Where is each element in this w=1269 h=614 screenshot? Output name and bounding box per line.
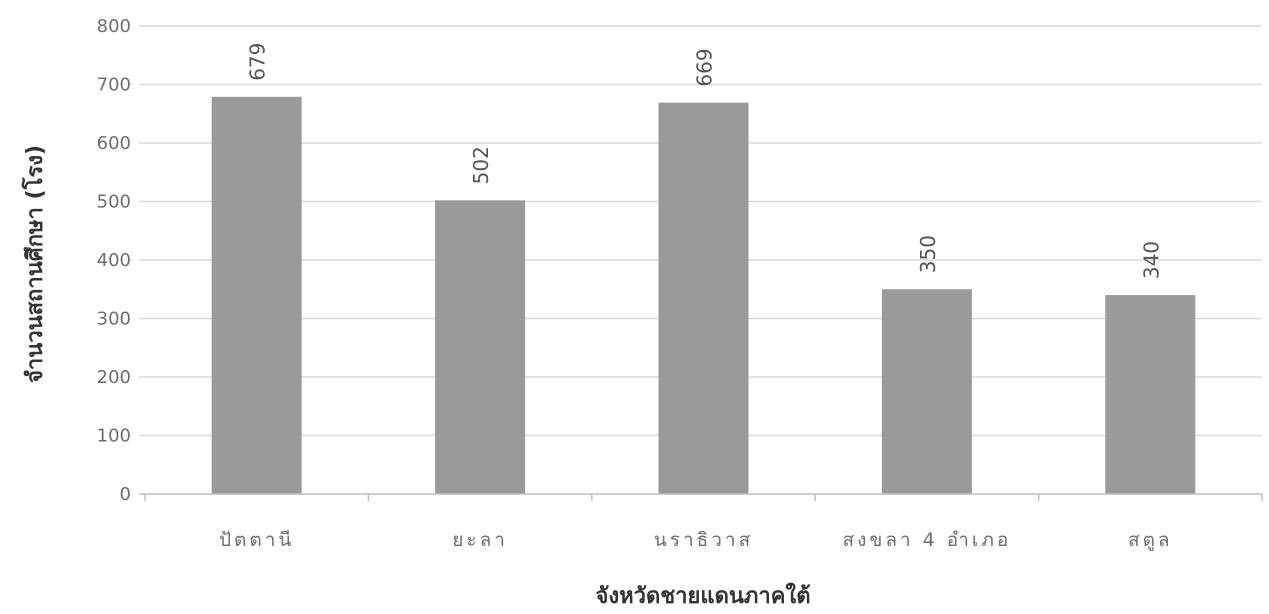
y-tick-label: 0 [120, 484, 131, 505]
bar-5 [1105, 295, 1196, 494]
x-category-label: สตูล [1128, 529, 1173, 551]
y-tick-label: 800 [97, 16, 131, 37]
y-tick-label: 700 [97, 75, 131, 96]
x-category-label: ยะลา [452, 529, 508, 551]
x-category-label: สงขลา 4 อำเภอ [842, 529, 1011, 551]
bar-3 [658, 102, 749, 494]
bar-2 [435, 200, 526, 494]
y-axis-title: จำนวนสถานศึกษา (โรง) [21, 145, 48, 383]
data-label: 350 [916, 235, 940, 273]
y-tick-label: 600 [97, 133, 131, 154]
data-labels: 679 502 669 350 340 [246, 43, 1164, 280]
y-tick-label: 200 [97, 367, 131, 388]
y-tick-label: 400 [97, 250, 131, 271]
y-tick-labels: 0 100 200 300 400 500 600 700 800 [97, 16, 131, 505]
data-label: 340 [1139, 241, 1163, 279]
bars [211, 96, 1196, 494]
x-axis-title: จังหวัดชายแดนภาคใต้ [595, 582, 810, 609]
y-tick-label: 300 [97, 309, 131, 330]
x-category-label: ปัตตานี [219, 529, 294, 551]
data-label: 669 [693, 48, 717, 86]
x-category-label: นราธิวาส [654, 529, 753, 551]
bar-1 [211, 96, 302, 494]
x-category-labels: ปัตตานี ยะลา นราธิวาส สงขลา 4 อำเภอ สตูล [219, 529, 1173, 551]
y-tick-label: 500 [97, 192, 131, 213]
data-label: 502 [469, 146, 493, 184]
data-label: 679 [246, 43, 270, 81]
y-tick-label: 100 [97, 426, 131, 447]
bar-4 [881, 289, 972, 494]
